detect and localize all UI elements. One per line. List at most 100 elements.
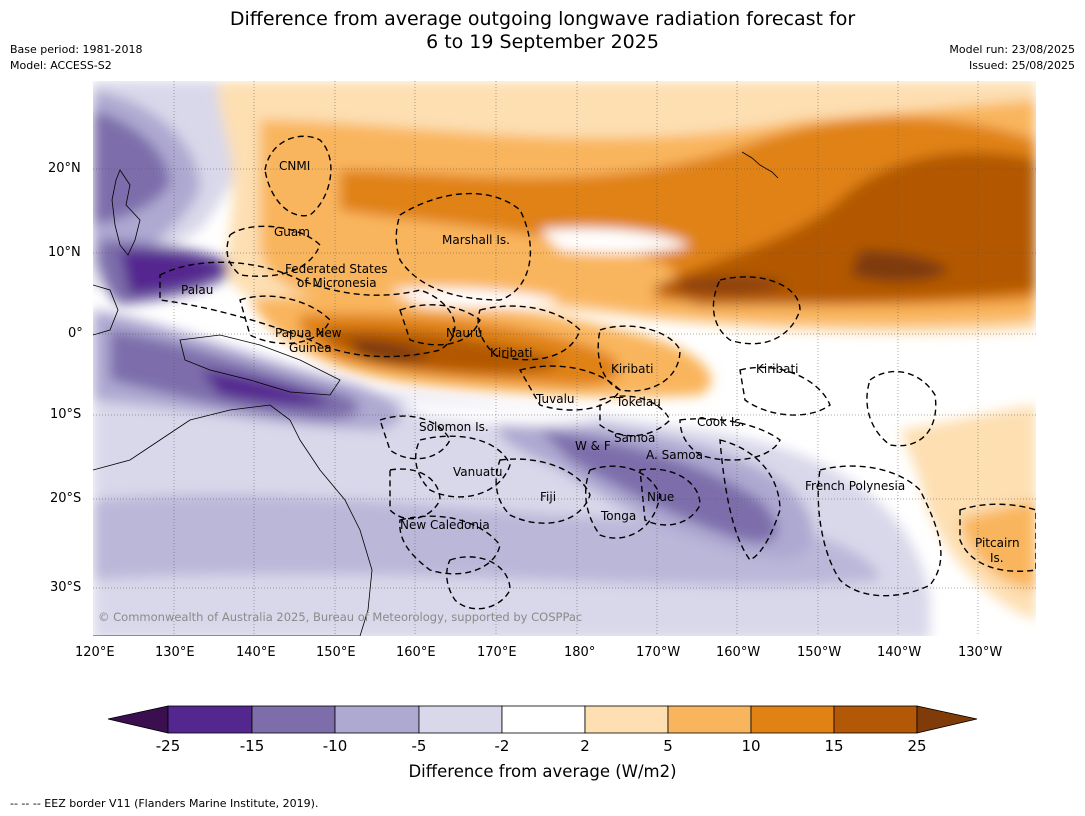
- lon-label: 160°E: [396, 645, 436, 660]
- borneo-outline: [93, 284, 119, 336]
- place-label: Kiribati: [611, 362, 654, 376]
- hawaii-outline: [741, 151, 779, 179]
- colorbar-segment: [667, 705, 752, 734]
- colorbar-tick: -15: [239, 737, 265, 755]
- colorbar-tick: 2: [580, 737, 590, 755]
- chart-title-line2: 6 to 19 September 2025: [426, 31, 659, 53]
- land-outlines: [93, 151, 779, 636]
- anomaly-region: [120, 250, 230, 295]
- anomaly-region: [680, 276, 790, 294]
- colorbar-tick: -5: [411, 737, 427, 755]
- philippines-outline: [111, 169, 141, 256]
- lon-label: 140°E: [236, 645, 276, 660]
- lat-label: 10°S: [50, 407, 82, 422]
- colorbar-segment: [833, 705, 918, 734]
- colorbar-tick: 10: [741, 737, 761, 755]
- graticule: [93, 81, 1036, 636]
- anomaly-region: [350, 339, 430, 363]
- eez-border: [866, 370, 937, 447]
- place-label: Is.: [990, 551, 1004, 565]
- issued-date: Issued: 25/08/2025: [968, 59, 1075, 72]
- colorbar-tick: 25: [907, 737, 927, 755]
- anomaly-region: [540, 228, 690, 254]
- australia-outline: [93, 404, 373, 636]
- eez-border: [399, 304, 481, 346]
- anomaly-region: [960, 500, 1036, 590]
- place-label: French Polynesia: [805, 479, 906, 493]
- place-label: CNMI: [279, 159, 311, 173]
- lat-label: 20°N: [48, 161, 81, 176]
- place-label: Tonga: [601, 509, 637, 523]
- lon-label: 130°W: [958, 645, 1003, 660]
- colorbar-segment: [750, 705, 835, 734]
- eez-border: [226, 225, 321, 277]
- lon-label: 170°E: [477, 645, 517, 660]
- eez-border: [959, 503, 1036, 572]
- eez-border: [399, 515, 501, 575]
- colorbar-tick: -10: [322, 737, 348, 755]
- eez-border: [712, 276, 801, 345]
- colorbar-extend-low: [107, 705, 169, 734]
- eez-border: [739, 366, 831, 416]
- place-label: Federated States: [285, 262, 388, 276]
- colorbar-segment: [501, 705, 586, 734]
- place-label: Fiji: [540, 490, 557, 504]
- colorbar: [107, 705, 978, 734]
- place-label: Guinea: [289, 341, 332, 355]
- place-label: Tuvalu: [536, 392, 575, 406]
- lon-label: 150°W: [797, 645, 842, 660]
- anomaly-region: [850, 250, 950, 282]
- place-label: Marshall Is.: [442, 233, 510, 247]
- anomaly-region: [320, 329, 560, 373]
- colorbar-segment: [334, 705, 420, 734]
- copyright-notice: © Commonwealth of Australia 2025, Bureau…: [98, 610, 583, 624]
- anomaly-field: [93, 81, 1036, 636]
- lon-label: 160°W: [716, 645, 761, 660]
- place-label: Kiribati: [756, 362, 799, 376]
- chart-title-line1: Difference from average outgoing longwav…: [229, 8, 856, 30]
- anomaly-region: [540, 430, 778, 543]
- anomaly-region: [400, 400, 600, 426]
- place-label: Cook Is.: [697, 415, 745, 429]
- lat-label: 10°N: [48, 245, 81, 260]
- eez-border: [585, 465, 661, 539]
- place-label: Tokelau: [616, 395, 661, 409]
- lon-label: 170°W: [636, 645, 681, 660]
- place-label: Samoa: [614, 431, 656, 445]
- colorbar-segment: [167, 705, 253, 734]
- place-label: Vanuatu: [453, 465, 503, 479]
- model-name: Model: ACCESS-S2: [10, 59, 112, 72]
- colorbar-tick: 5: [663, 737, 673, 755]
- eez-border: [495, 458, 591, 524]
- lon-label: 140°W: [877, 645, 922, 660]
- colorbar-tick: -2: [494, 737, 510, 755]
- meta-right: Model run: 23/08/2025 Issued: 25/08/2025: [949, 42, 1075, 74]
- lon-label: 150°E: [316, 645, 356, 660]
- eez-border: [477, 305, 581, 361]
- place-label: W & F: [575, 439, 611, 453]
- colorbar-segment: [418, 705, 503, 734]
- model-run: Model run: 23/08/2025: [949, 43, 1075, 56]
- place-label: Kiribati: [490, 346, 533, 360]
- lon-label: 180°: [564, 645, 596, 660]
- colorbar-tick: -25: [155, 737, 181, 755]
- anomaly-region: [93, 110, 170, 225]
- colorbar-title: Difference from average (W/m2): [408, 762, 677, 781]
- place-label: Pitcairn: [975, 536, 1020, 550]
- colorbar-extend-high: [916, 705, 978, 734]
- place-label: Guam: [274, 225, 310, 239]
- eez-border: [446, 556, 511, 610]
- eez-borders: [159, 135, 1036, 610]
- eez-border: [679, 418, 781, 461]
- eez-border: [239, 295, 331, 345]
- new-guinea-outline: [179, 334, 341, 396]
- lat-label: 20°S: [50, 491, 82, 506]
- anomaly-region: [200, 370, 330, 406]
- eez-border: [379, 415, 451, 460]
- lat-label: 0°: [68, 326, 83, 341]
- lat-label: 30°S: [50, 580, 82, 595]
- meta-left: Base period: 1981-2018 Model: ACCESS-S2: [10, 42, 142, 74]
- colorbar-segment: [584, 705, 669, 734]
- place-label: Nauru: [446, 326, 483, 340]
